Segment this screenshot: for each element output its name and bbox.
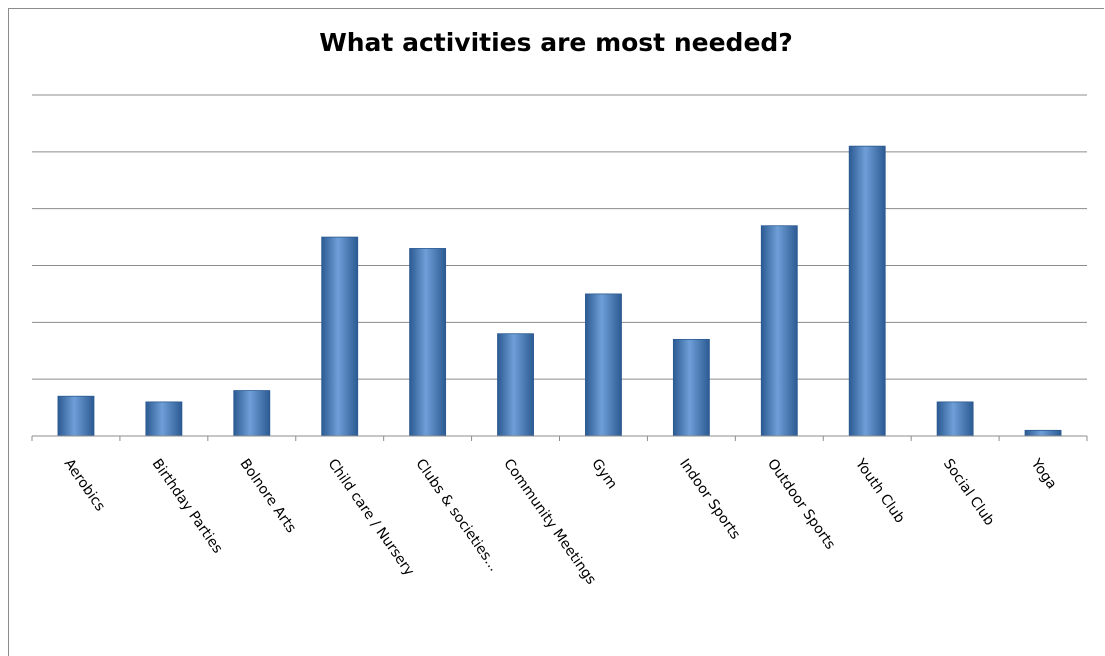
bar-yoga xyxy=(1024,429,1062,437)
gridlines xyxy=(32,94,1087,380)
bar-indoor-sports xyxy=(672,338,710,437)
x-tick-label: Social Club xyxy=(940,456,998,529)
x-tick-label: Birthday Parties xyxy=(149,456,226,556)
x-tick-label: Community Meetings xyxy=(500,456,599,587)
bar-youth-club xyxy=(848,145,886,437)
bar-community-meetings xyxy=(497,333,534,437)
chart-title: What activities are most needed? xyxy=(319,28,793,57)
bars xyxy=(57,145,1062,437)
x-tick-label: Yoga xyxy=(1027,455,1059,492)
bar-birthday-parties xyxy=(145,401,183,437)
x-tick-label: Indoor Sports xyxy=(676,456,743,542)
bar-aerobics xyxy=(57,395,95,437)
chart-area xyxy=(8,8,1104,656)
bar-outdoor-sports xyxy=(760,225,798,437)
x-axis xyxy=(31,435,1088,441)
bar-child-care-nursery xyxy=(321,236,359,437)
x-tick-label: Child care / Nursery xyxy=(324,456,417,579)
x-tick-label: Gym xyxy=(588,456,620,492)
x-tick-labels: Aerobics Birthday Parties Bolnore Arts Chil… xyxy=(61,455,1060,587)
x-tick-label: Outdoor Sports xyxy=(764,456,838,552)
x-tick-label: Youth Club xyxy=(851,455,907,526)
x-tick-label: Aerobics xyxy=(61,456,108,514)
bar-social-club xyxy=(936,401,974,437)
x-tick-label: Clubs & societies... xyxy=(412,456,502,574)
bar-clubs-societies xyxy=(409,248,447,437)
bar-bolnore-arts xyxy=(233,390,271,437)
bar-gym xyxy=(585,293,622,437)
x-tick-label: Bolnore Arts xyxy=(237,456,300,536)
